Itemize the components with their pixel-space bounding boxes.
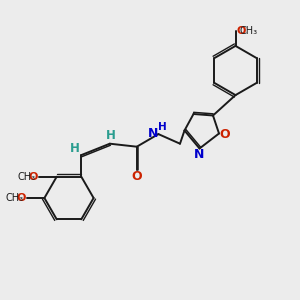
Text: N: N — [148, 127, 158, 140]
Text: N: N — [194, 148, 204, 161]
Text: H: H — [158, 122, 167, 133]
Text: O: O — [131, 170, 142, 183]
Text: CH₃: CH₃ — [5, 193, 23, 203]
Text: O: O — [29, 172, 38, 182]
Text: O: O — [237, 26, 246, 36]
Text: H: H — [70, 142, 79, 155]
Text: CH₃: CH₃ — [18, 172, 36, 182]
Text: H: H — [106, 129, 116, 142]
Text: CH₃: CH₃ — [239, 26, 257, 36]
Text: O: O — [220, 128, 230, 142]
Text: O: O — [16, 193, 26, 203]
